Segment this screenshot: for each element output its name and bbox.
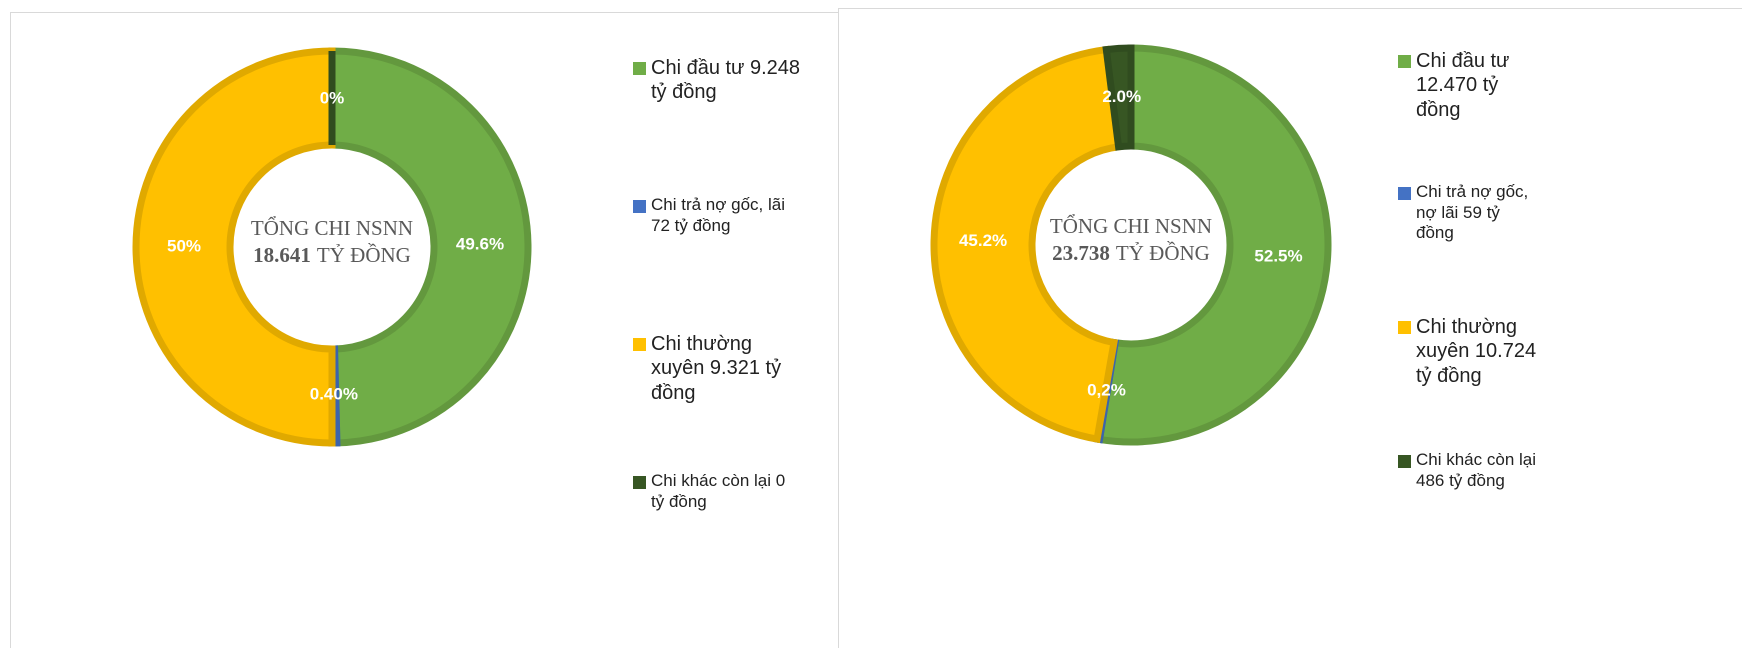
donut-segment [1102, 44, 1135, 151]
legend-text: Chi khác còn lại 486 tỷ đồng [1416, 450, 1537, 490]
data-label: 2.0% [1102, 87, 1141, 106]
legend-swatch [1398, 55, 1411, 68]
center-unit: TỶ ĐỒNG [317, 243, 411, 267]
center-title: TỔNG CHI NSNN [1050, 214, 1212, 238]
donut-segment [1095, 44, 1332, 446]
legend-text: Chi thường xuyên 9.321 tỷ đồng [651, 333, 782, 404]
legend-text: Chi trả nợ gốc, nợ lãi 59 tỷ đồng [1416, 182, 1529, 243]
legend-swatch [633, 62, 646, 75]
center-unit: TỶ ĐỒNG [1116, 241, 1210, 265]
panel-border [838, 8, 1742, 648]
legend-swatch [633, 338, 646, 351]
data-label: 52.5% [1254, 246, 1302, 265]
legend-text: Chi đầu tư 12.470 tỷ đồng [1416, 50, 1510, 121]
center-value: 23.738 [1052, 241, 1110, 265]
data-label: 49.6% [456, 235, 504, 254]
donut-segment [132, 47, 336, 447]
legend-text: Chi trả nợ gốc, lãi 72 tỷ đồng [651, 195, 785, 235]
legend-text: Chi khác còn lại 0 tỷ đồng [651, 471, 786, 511]
legend-swatch [1398, 321, 1411, 334]
legend-swatch [633, 200, 646, 213]
data-label: 0,2% [1087, 380, 1126, 399]
donut-segment [328, 47, 532, 447]
center-total: 23.738 TỶ ĐỒNG [1052, 241, 1210, 265]
data-label: 0% [320, 88, 345, 107]
legend-swatch [1398, 455, 1411, 468]
legend-text: Chi đầu tư 9.248 tỷ đồng [651, 57, 801, 104]
legend-text: Chi thường xuyên 10.724 tỷ đồng [1416, 316, 1537, 387]
legend-swatch [633, 476, 646, 489]
center-title: TỔNG CHI NSNN [251, 216, 413, 240]
center-total: 18.641 TỶ ĐỒNG [253, 243, 411, 267]
donut-segment [930, 45, 1123, 444]
data-label: 0.40% [310, 384, 358, 403]
data-label: 50% [167, 236, 201, 255]
center-value: 18.641 [253, 243, 311, 267]
legend-swatch [1398, 187, 1411, 200]
data-label: 45.2% [959, 231, 1007, 250]
